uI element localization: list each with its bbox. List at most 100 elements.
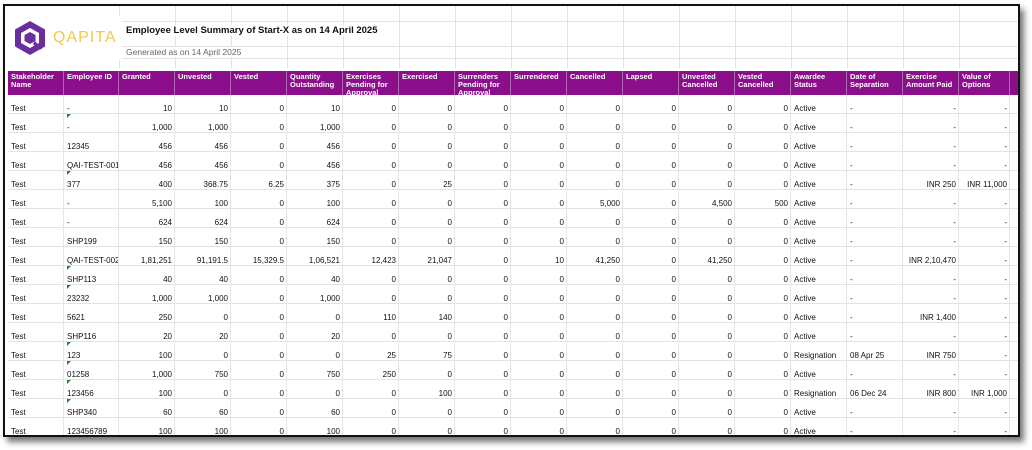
table-cell[interactable]: 23232 bbox=[64, 285, 119, 304]
table-cell[interactable]: - bbox=[64, 114, 119, 133]
table-cell[interactable]: 0 bbox=[511, 133, 567, 152]
table-cell[interactable]: 0 bbox=[735, 342, 791, 361]
table-cell[interactable]: - bbox=[847, 133, 903, 152]
column-header[interactable]: Quantity Outstanding bbox=[287, 71, 343, 95]
table-cell[interactable]: 0 bbox=[399, 361, 455, 380]
table-cell[interactable]: 0 bbox=[231, 361, 287, 380]
table-cell[interactable]: 0 bbox=[511, 342, 567, 361]
table-cell[interactable]: Test bbox=[8, 228, 64, 247]
table-cell[interactable]: - bbox=[903, 323, 959, 342]
table-cell[interactable]: 150 bbox=[175, 228, 231, 247]
table-cell[interactable]: Active bbox=[791, 266, 847, 285]
table-cell[interactable]: Test bbox=[8, 209, 64, 228]
table-cell[interactable]: INR 11,000 bbox=[959, 171, 1010, 190]
table-cell[interactable]: 250 bbox=[119, 304, 175, 323]
table-cell[interactable]: 0 bbox=[511, 228, 567, 247]
table-cell[interactable]: INR 800 bbox=[903, 380, 959, 399]
table-cell[interactable]: 0 bbox=[343, 190, 399, 209]
table-cell[interactable]: 20 bbox=[175, 323, 231, 342]
table-cell[interactable]: 0 bbox=[735, 418, 791, 435]
table-cell[interactable]: 12345 bbox=[64, 133, 119, 152]
table-cell[interactable]: 100 bbox=[287, 190, 343, 209]
column-header[interactable]: Lapsed bbox=[623, 71, 679, 95]
table-cell[interactable]: 0 bbox=[735, 247, 791, 266]
table-cell[interactable]: - bbox=[847, 399, 903, 418]
table-cell[interactable]: 0 bbox=[399, 152, 455, 171]
table-cell[interactable]: 0 bbox=[231, 285, 287, 304]
table-cell[interactable]: - bbox=[64, 190, 119, 209]
column-header[interactable]: Vested bbox=[231, 71, 287, 95]
table-cell[interactable]: 0 bbox=[175, 380, 231, 399]
table-cell[interactable]: 5,000 bbox=[567, 190, 623, 209]
table-cell[interactable]: 0 bbox=[679, 152, 735, 171]
table-cell[interactable]: 0 bbox=[455, 304, 511, 323]
table-cell[interactable]: - bbox=[959, 152, 1010, 171]
table-cell[interactable]: 0 bbox=[567, 95, 623, 114]
table-cell[interactable]: 0 bbox=[623, 266, 679, 285]
table-cell[interactable]: 0 bbox=[343, 152, 399, 171]
table-cell[interactable]: 0 bbox=[679, 380, 735, 399]
table-cell[interactable]: 500 bbox=[735, 190, 791, 209]
table-cell[interactable]: - bbox=[847, 114, 903, 133]
table-cell[interactable]: 624 bbox=[287, 209, 343, 228]
table-cell[interactable]: 0 bbox=[343, 114, 399, 133]
table-cell[interactable]: 0 bbox=[623, 342, 679, 361]
table-cell[interactable]: 0 bbox=[567, 304, 623, 323]
table-cell[interactable]: 20 bbox=[287, 323, 343, 342]
table-cell[interactable]: 60 bbox=[287, 399, 343, 418]
table-cell[interactable]: - bbox=[903, 95, 959, 114]
table-cell[interactable]: - bbox=[959, 266, 1010, 285]
table-cell[interactable]: SHP340 bbox=[64, 399, 119, 418]
table-cell[interactable]: 0 bbox=[623, 418, 679, 435]
table-cell[interactable]: 0 bbox=[511, 399, 567, 418]
table-cell[interactable]: Test bbox=[8, 304, 64, 323]
table-cell[interactable]: 0 bbox=[511, 418, 567, 435]
table-cell[interactable]: 0 bbox=[623, 361, 679, 380]
table-cell[interactable]: - bbox=[959, 361, 1010, 380]
table-cell[interactable]: 0 bbox=[343, 380, 399, 399]
table-cell[interactable]: 0 bbox=[679, 133, 735, 152]
table-cell[interactable]: 0 bbox=[735, 114, 791, 133]
table-cell[interactable]: 0 bbox=[399, 190, 455, 209]
table-cell[interactable]: 0 bbox=[735, 285, 791, 304]
column-header[interactable]: Unvested bbox=[175, 71, 231, 95]
table-cell[interactable]: - bbox=[847, 304, 903, 323]
table-cell[interactable]: - bbox=[847, 209, 903, 228]
table-cell[interactable]: 0 bbox=[623, 380, 679, 399]
table-cell[interactable]: - bbox=[847, 190, 903, 209]
table-cell[interactable]: 456 bbox=[175, 152, 231, 171]
table-cell[interactable]: 41,250 bbox=[679, 247, 735, 266]
table-cell[interactable]: 0 bbox=[399, 418, 455, 435]
table-cell[interactable]: INR 2,10,470 bbox=[903, 247, 959, 266]
table-cell[interactable]: 123456 bbox=[64, 380, 119, 399]
table-cell[interactable]: - bbox=[903, 285, 959, 304]
table-cell[interactable]: 0 bbox=[399, 228, 455, 247]
column-header[interactable]: Cancelled bbox=[567, 71, 623, 95]
table-cell[interactable]: 6.25 bbox=[231, 171, 287, 190]
table-cell[interactable]: SHP116 bbox=[64, 323, 119, 342]
table-cell[interactable]: - bbox=[847, 418, 903, 435]
table-cell[interactable]: 0 bbox=[623, 285, 679, 304]
table-cell[interactable]: 140 bbox=[399, 304, 455, 323]
table-cell[interactable]: 0 bbox=[679, 171, 735, 190]
table-cell[interactable]: Test bbox=[8, 152, 64, 171]
column-header[interactable]: Value of Options bbox=[959, 71, 1010, 95]
table-cell[interactable]: - bbox=[959, 228, 1010, 247]
column-header[interactable]: Stakeholder Name bbox=[8, 71, 64, 95]
table-cell[interactable]: 150 bbox=[119, 228, 175, 247]
table-cell[interactable]: 0 bbox=[343, 209, 399, 228]
table-cell[interactable]: Test bbox=[8, 171, 64, 190]
table-cell[interactable]: 0 bbox=[231, 342, 287, 361]
table-cell[interactable]: Active bbox=[791, 304, 847, 323]
table-cell[interactable]: 0 bbox=[287, 380, 343, 399]
table-cell[interactable]: 25 bbox=[343, 342, 399, 361]
table-cell[interactable]: 0 bbox=[511, 285, 567, 304]
table-cell[interactable]: Test bbox=[8, 361, 64, 380]
table-cell[interactable]: SHP199 bbox=[64, 228, 119, 247]
table-cell[interactable]: 0 bbox=[231, 190, 287, 209]
table-cell[interactable]: Test bbox=[8, 399, 64, 418]
table-cell[interactable]: 456 bbox=[287, 133, 343, 152]
table-cell[interactable]: - bbox=[847, 171, 903, 190]
table-cell[interactable]: Test bbox=[8, 95, 64, 114]
table-cell[interactable]: 0 bbox=[175, 304, 231, 323]
